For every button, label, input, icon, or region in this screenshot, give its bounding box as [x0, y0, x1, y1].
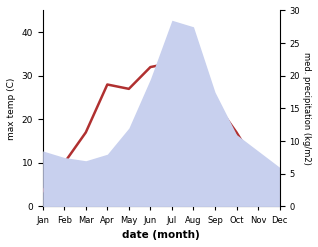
Y-axis label: max temp (C): max temp (C)	[7, 77, 16, 140]
X-axis label: date (month): date (month)	[122, 230, 200, 240]
Y-axis label: med. precipitation (kg/m2): med. precipitation (kg/m2)	[302, 52, 311, 165]
